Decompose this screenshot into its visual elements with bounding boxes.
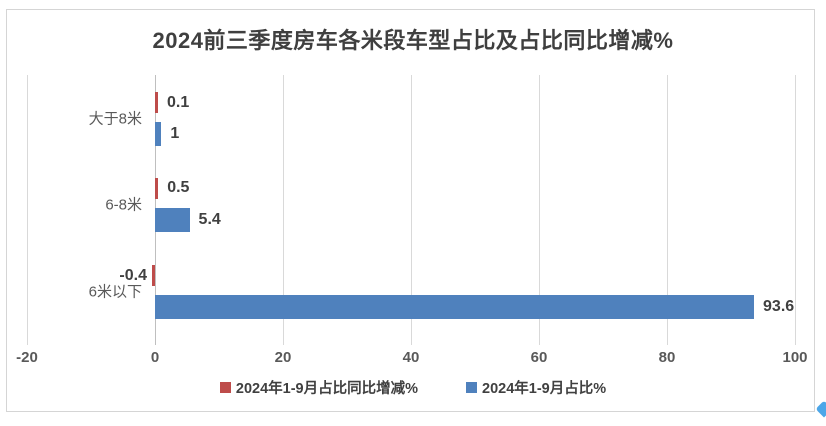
bar-share (155, 122, 162, 146)
corner-handle-icon[interactable] (815, 400, 826, 418)
data-label: 0.5 (167, 179, 190, 196)
gridline (27, 75, 28, 345)
legend-label-change: 2024年1-9月占比同比增减% (235, 381, 418, 397)
category-label: 大于8米 (88, 110, 142, 128)
chart-title: 2024前三季度房车各米段车型占比及占比同比增减% (152, 28, 674, 53)
category-label: 6-8米 (105, 196, 142, 213)
gridline (795, 75, 796, 345)
gridline (539, 75, 540, 345)
x-tick-label: 40 (402, 349, 420, 366)
bar-change (152, 265, 155, 286)
x-tick-label: -20 (16, 349, 38, 366)
data-label: -0.4 (119, 266, 147, 284)
gridline (283, 75, 284, 345)
data-label: 5.4 (198, 210, 221, 228)
x-tick-label: 100 (782, 349, 808, 366)
gridline (411, 75, 412, 345)
data-label: 93.6 (763, 298, 795, 315)
legend-swatch-blue-icon (466, 382, 477, 393)
bar-share (155, 295, 755, 319)
x-tick-label: 60 (530, 349, 548, 366)
x-tick-label: 0 (150, 349, 160, 366)
bar-change (155, 92, 158, 113)
legend-item-share: 2024年1-9月占比% (466, 377, 606, 398)
chart-frame (6, 9, 815, 412)
legend-label-share: 2024年1-9月占比% (482, 381, 607, 397)
x-tick-label: 80 (658, 349, 676, 366)
bar-change (155, 177, 159, 199)
category-label: 6米以下 (88, 283, 142, 301)
bar-share (155, 207, 190, 232)
legend-item-change: 2024年1-9月占比同比增减% (219, 377, 418, 398)
legend-swatch-red-icon (219, 382, 231, 393)
data-label: 1 (170, 125, 180, 142)
x-tick-label: 20 (274, 349, 292, 366)
legend: 2024年1-9月占比同比增减% 2024年1-9月占比% (0, 377, 826, 398)
data-label: 0.1 (167, 93, 190, 111)
gridline (667, 75, 668, 345)
